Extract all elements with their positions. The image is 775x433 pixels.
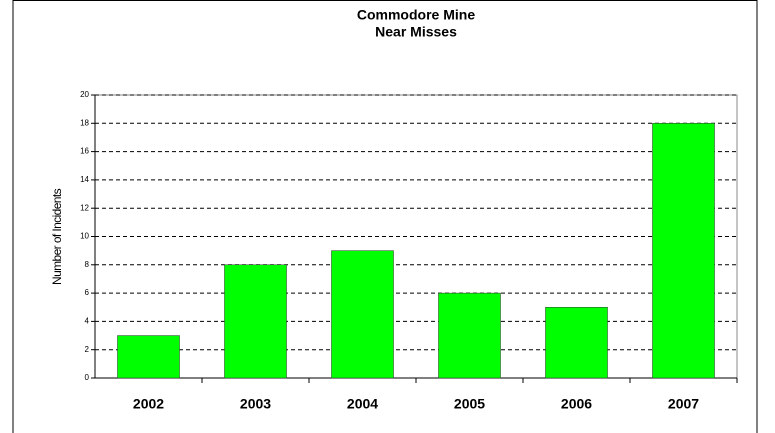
- bar: [117, 335, 180, 379]
- y-tick-label: 14: [80, 175, 89, 184]
- x-tick-label: 2005: [454, 396, 485, 412]
- y-tick-label: 0: [85, 373, 90, 382]
- bar: [224, 264, 287, 379]
- x-tick-label: 2003: [240, 396, 271, 412]
- x-tick-label: 2004: [347, 396, 378, 412]
- y-tick-label: 10: [80, 232, 89, 241]
- y-tick-label: 8: [85, 260, 90, 269]
- plot-area: [94, 94, 738, 379]
- x-tick-label: 2006: [561, 396, 592, 412]
- x-tick-label: 2007: [668, 396, 699, 412]
- y-tick-label: 2: [85, 345, 90, 354]
- y-axis-label: Number of Incidents: [50, 188, 64, 285]
- bar: [438, 292, 501, 379]
- chart-frame: [12, 0, 758, 433]
- y-tick-label: 12: [80, 203, 89, 212]
- x-tick-label: 2002: [133, 396, 164, 412]
- y-tick-label: 18: [80, 118, 89, 127]
- y-tick-label: 4: [85, 317, 90, 326]
- bar: [331, 250, 394, 379]
- y-tick-label: 16: [80, 147, 89, 156]
- chart-title: Near Misses: [375, 24, 457, 40]
- chart-title: Commodore Mine: [357, 7, 475, 23]
- bar: [652, 123, 715, 379]
- y-tick-label: 6: [85, 288, 90, 297]
- bar: [545, 307, 608, 379]
- y-tick-label: 20: [80, 90, 89, 99]
